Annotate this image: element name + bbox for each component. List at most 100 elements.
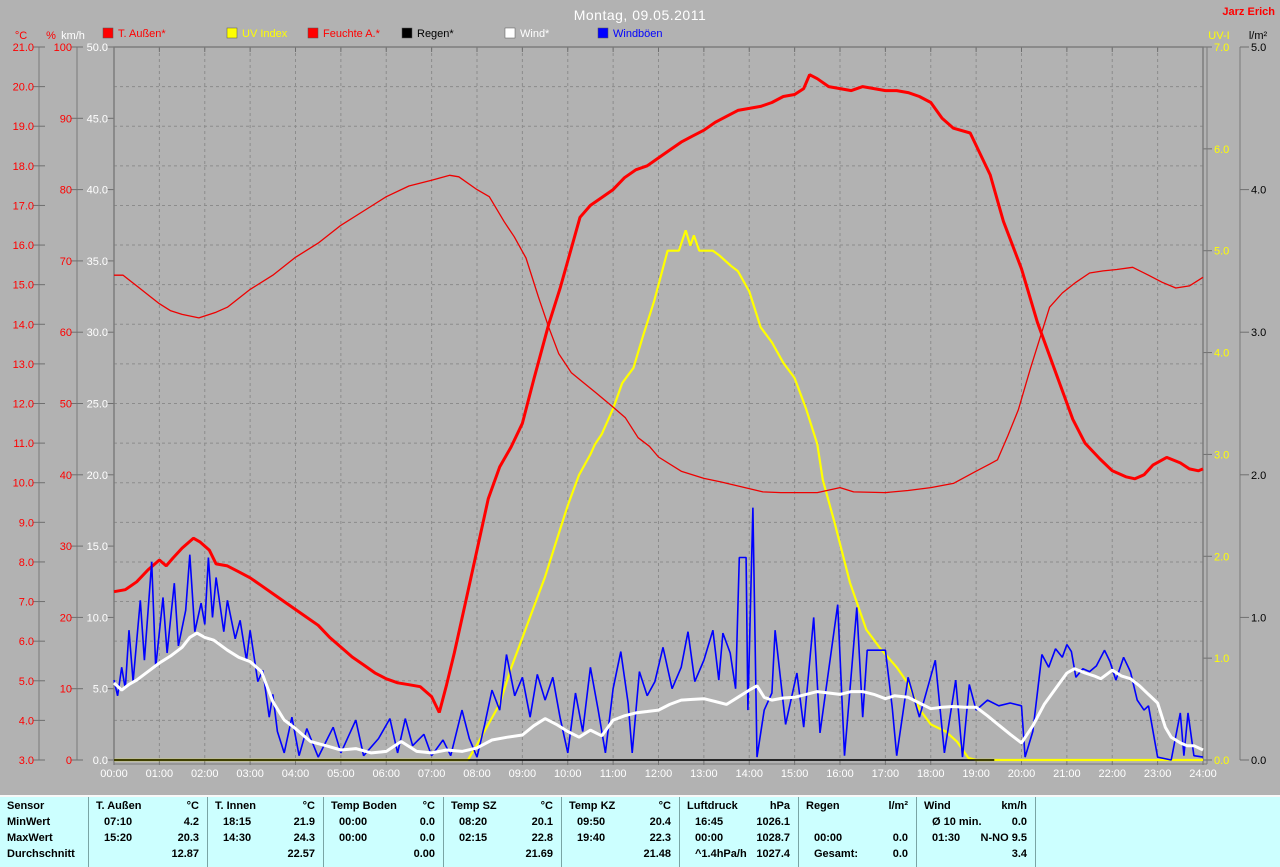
axis-label-pct: 30 [60, 541, 72, 553]
x-axis-label: 21:00 [1053, 768, 1081, 780]
stats-min-row: 16:45 1026.1 [680, 815, 798, 831]
legend-swatch-3 [307, 27, 319, 39]
axis-label-lm2: 0.0 [1251, 755, 1266, 767]
axis-label-kmh: 20.0 [87, 470, 108, 482]
weather-chart: °C 3.0 4.0 5.0 6.0 7.0 8.0 9.0 10.0 11.0 12.0 13.0 1… [13, 27, 1268, 780]
stats-min-time: 16:45 [695, 816, 724, 828]
legend-label-1: T. Außen* [118, 28, 166, 40]
stats-min-row [799, 815, 916, 831]
x-axis-label: 24:00 [1189, 768, 1217, 780]
legend-swatch-5 [504, 27, 516, 39]
stats-min-time: 09:50 [577, 816, 606, 828]
axis-label-kmh: 15.0 [87, 541, 108, 553]
stats-col-unit: hPa [769, 800, 790, 812]
stats-col-header-row: T. Innen °C [208, 799, 323, 815]
legend-swatch-1 [102, 27, 114, 39]
stats-min-row: 08:20 20.1 [444, 815, 561, 831]
stats-table: Sensor MinWert MaxWert Durchschnitt T. Außen… [0, 795, 1280, 867]
stats-avg-value: 12.87 [171, 848, 199, 860]
stats-max-row: 00:00 0.0 [324, 831, 443, 847]
stats-min-row: 07:10 4.2 [89, 815, 207, 831]
x-axis-label: 07:00 [418, 768, 446, 780]
author-label: Jarz Erich [1222, 6, 1275, 18]
axis-label-uv: 5.0 [1214, 246, 1229, 258]
x-axis-label: 05:00 [327, 768, 355, 780]
x-axis-label: 20:00 [1008, 768, 1036, 780]
legend-label-2: UV Index [242, 28, 288, 40]
stats-col-header: Regen [806, 800, 840, 812]
stats-avg-time [451, 847, 459, 863]
stats-avg-time [215, 847, 223, 863]
x-axis-label: 14:00 [735, 768, 763, 780]
stats-avg-time [331, 847, 339, 863]
axis-name-uv: UV-I [1208, 30, 1229, 42]
x-axis-label: 23:00 [1144, 768, 1172, 780]
stats-row-label-2: MinWert [7, 816, 51, 828]
axis-label-lm2: 3.0 [1251, 327, 1266, 339]
stats-col-temp-kz: Temp KZ °C 09:50 20.4 19:40 22.3 21.48 [561, 797, 679, 867]
axis-label-lm2: 5.0 [1251, 42, 1266, 54]
axis-label-lm2: 4.0 [1251, 185, 1266, 197]
stats-min-value: 0.0 [1011, 816, 1027, 828]
axis-name-kmh: km/h [61, 30, 85, 42]
stats-col-header-row: Regen l/m² [799, 799, 916, 815]
stats-avg-value: 21.69 [525, 848, 553, 860]
stats-max-time: 00:00 [814, 832, 843, 844]
axis-name-lm2: l/m² [1249, 30, 1268, 42]
stats-col-unit: km/h [1001, 800, 1027, 812]
stats-min-row: 00:00 0.0 [324, 815, 443, 831]
stats-min-time: 07:10 [104, 816, 133, 828]
stats-col-unit: °C [186, 800, 199, 812]
axis-label-c: 5.0 [19, 676, 34, 688]
stats-col-wind: Wind km/h Ø 10 min. 0.0 01:30 N-NO 9.5 3.4 [916, 797, 1035, 867]
x-axis-label: 15:00 [781, 768, 809, 780]
legend-swatch-2 [226, 27, 238, 39]
axis-name-c: °C [15, 30, 27, 42]
stats-min-row: Ø 10 min. 0.0 [917, 815, 1035, 831]
stats-col-unit: °C [422, 800, 435, 812]
axis-label-kmh: 10.0 [87, 612, 108, 624]
stats-max-time: 02:15 [459, 832, 488, 844]
x-axis-label: 19:00 [962, 768, 990, 780]
x-axis-label: 16:00 [826, 768, 854, 780]
stats-max-row: 01:30 N-NO 9.5 [917, 831, 1035, 847]
stats-min-value [814, 815, 908, 831]
stats-avg-time [96, 847, 104, 863]
stats-max-value: 24.3 [293, 832, 315, 844]
axis-label-c: 13.0 [13, 359, 34, 371]
axis-label-kmh: 5.0 [93, 684, 108, 696]
axis-label-c: 4.0 [19, 715, 34, 727]
stats-avg-row: ^1.4hPa/h 1027.4 [680, 847, 798, 863]
stats-min-value: 21.9 [293, 816, 315, 828]
stats-col-header: Temp Boden [331, 800, 397, 812]
stats-col-regen: Regen l/m² 00:00 0.0 Gesamt: 0.0 [798, 797, 916, 867]
stats-col-unit: °C [302, 800, 315, 812]
stats-max-value: N-NO 9.5 [980, 832, 1027, 844]
stats-col-luftdruck: Luftdruck hPa 16:45 1026.1 00:00 1028.7 ^1.4hP… [679, 797, 798, 867]
stats-row-label-4: Durchschnitt [7, 848, 75, 860]
stats-max-time: 19:40 [577, 832, 606, 844]
stats-avg-row: 21.69 [444, 847, 561, 863]
x-axis-label: 12:00 [645, 768, 673, 780]
axis-label-uv: 4.0 [1214, 348, 1229, 360]
axis-label-c: 8.0 [19, 557, 34, 569]
axis-label-pct: 50 [60, 399, 72, 411]
stats-min-time: Ø 10 min. [932, 816, 982, 828]
stats-avg-value: 22.57 [287, 848, 315, 860]
stats-avg-value: 1027.4 [756, 848, 790, 860]
legend-label-4: Regen* [417, 28, 454, 40]
axis-label-c: 9.0 [19, 517, 34, 529]
axis-label-pct: 90 [60, 113, 72, 125]
stats-max-value: 20.3 [177, 832, 199, 844]
x-axis-label: 18:00 [917, 768, 945, 780]
series-uv_index-line [114, 229, 1203, 762]
axis-label-pct: 10 [60, 684, 72, 696]
axis-name-pct: % [46, 30, 56, 42]
stats-avg-value: 0.0 [892, 848, 908, 860]
axis-label-pct: 60 [60, 327, 72, 339]
stats-avg-value: 21.48 [643, 848, 671, 860]
stats-col-temp-boden: Temp Boden °C 00:00 0.0 00:00 0.0 0.00 [323, 797, 443, 867]
axis-label-kmh: 35.0 [87, 256, 108, 268]
x-axis-label: 04:00 [282, 768, 310, 780]
x-axis-label: 10:00 [554, 768, 582, 780]
